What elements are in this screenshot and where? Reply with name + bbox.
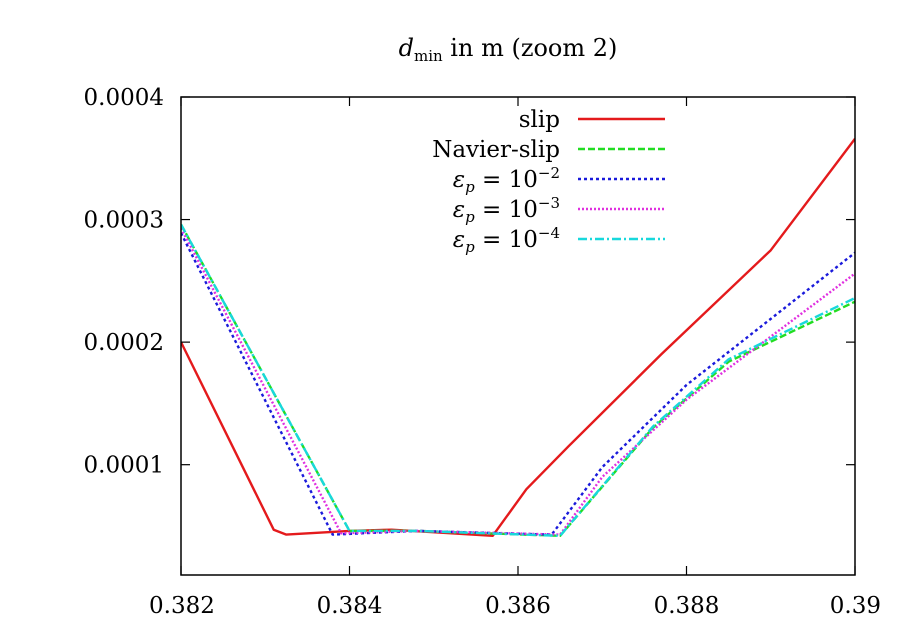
legend-label-1: Navier-slip [432, 137, 560, 163]
chart-title-sub: min [414, 47, 443, 65]
legend-label-0: slip [519, 107, 560, 133]
y-tick-label-0: 0.0001 [84, 453, 164, 479]
series-line-2 [181, 232, 855, 536]
ticks-layer: 0.382 0.384 0.386 0.388 0.39 0.0001 0.0002 0.00… [84, 85, 881, 619]
x-tick-label-3: 0.388 [654, 593, 720, 619]
x-tick-label-2: 0.386 [485, 593, 551, 619]
series-layer [181, 137, 855, 537]
legend-label-4: εp = 10−4 [453, 224, 560, 256]
series-group [181, 137, 855, 537]
x-tick-label-1: 0.384 [317, 593, 383, 619]
x-tick-label-0: 0.382 [149, 593, 215, 619]
series-line-4 [181, 223, 855, 537]
y-tick-label-3: 0.0004 [84, 85, 164, 111]
series-line-1 [181, 223, 855, 537]
chart-title-rest: in m (zoom 2) [443, 34, 618, 62]
legend-label-2: εp = 10−2 [453, 164, 560, 196]
x-tick-label-4: 0.39 [830, 593, 881, 619]
chart-title-var: d [399, 34, 414, 62]
y-tick-label-1: 0.0002 [84, 330, 164, 356]
y-tick-label-2: 0.0003 [84, 208, 164, 234]
series-line-3 [181, 227, 855, 536]
chart-title: dmin in m (zoom 2) [399, 34, 618, 65]
series-line-0 [181, 137, 855, 537]
legend-label-3: εp = 10−3 [453, 194, 560, 226]
